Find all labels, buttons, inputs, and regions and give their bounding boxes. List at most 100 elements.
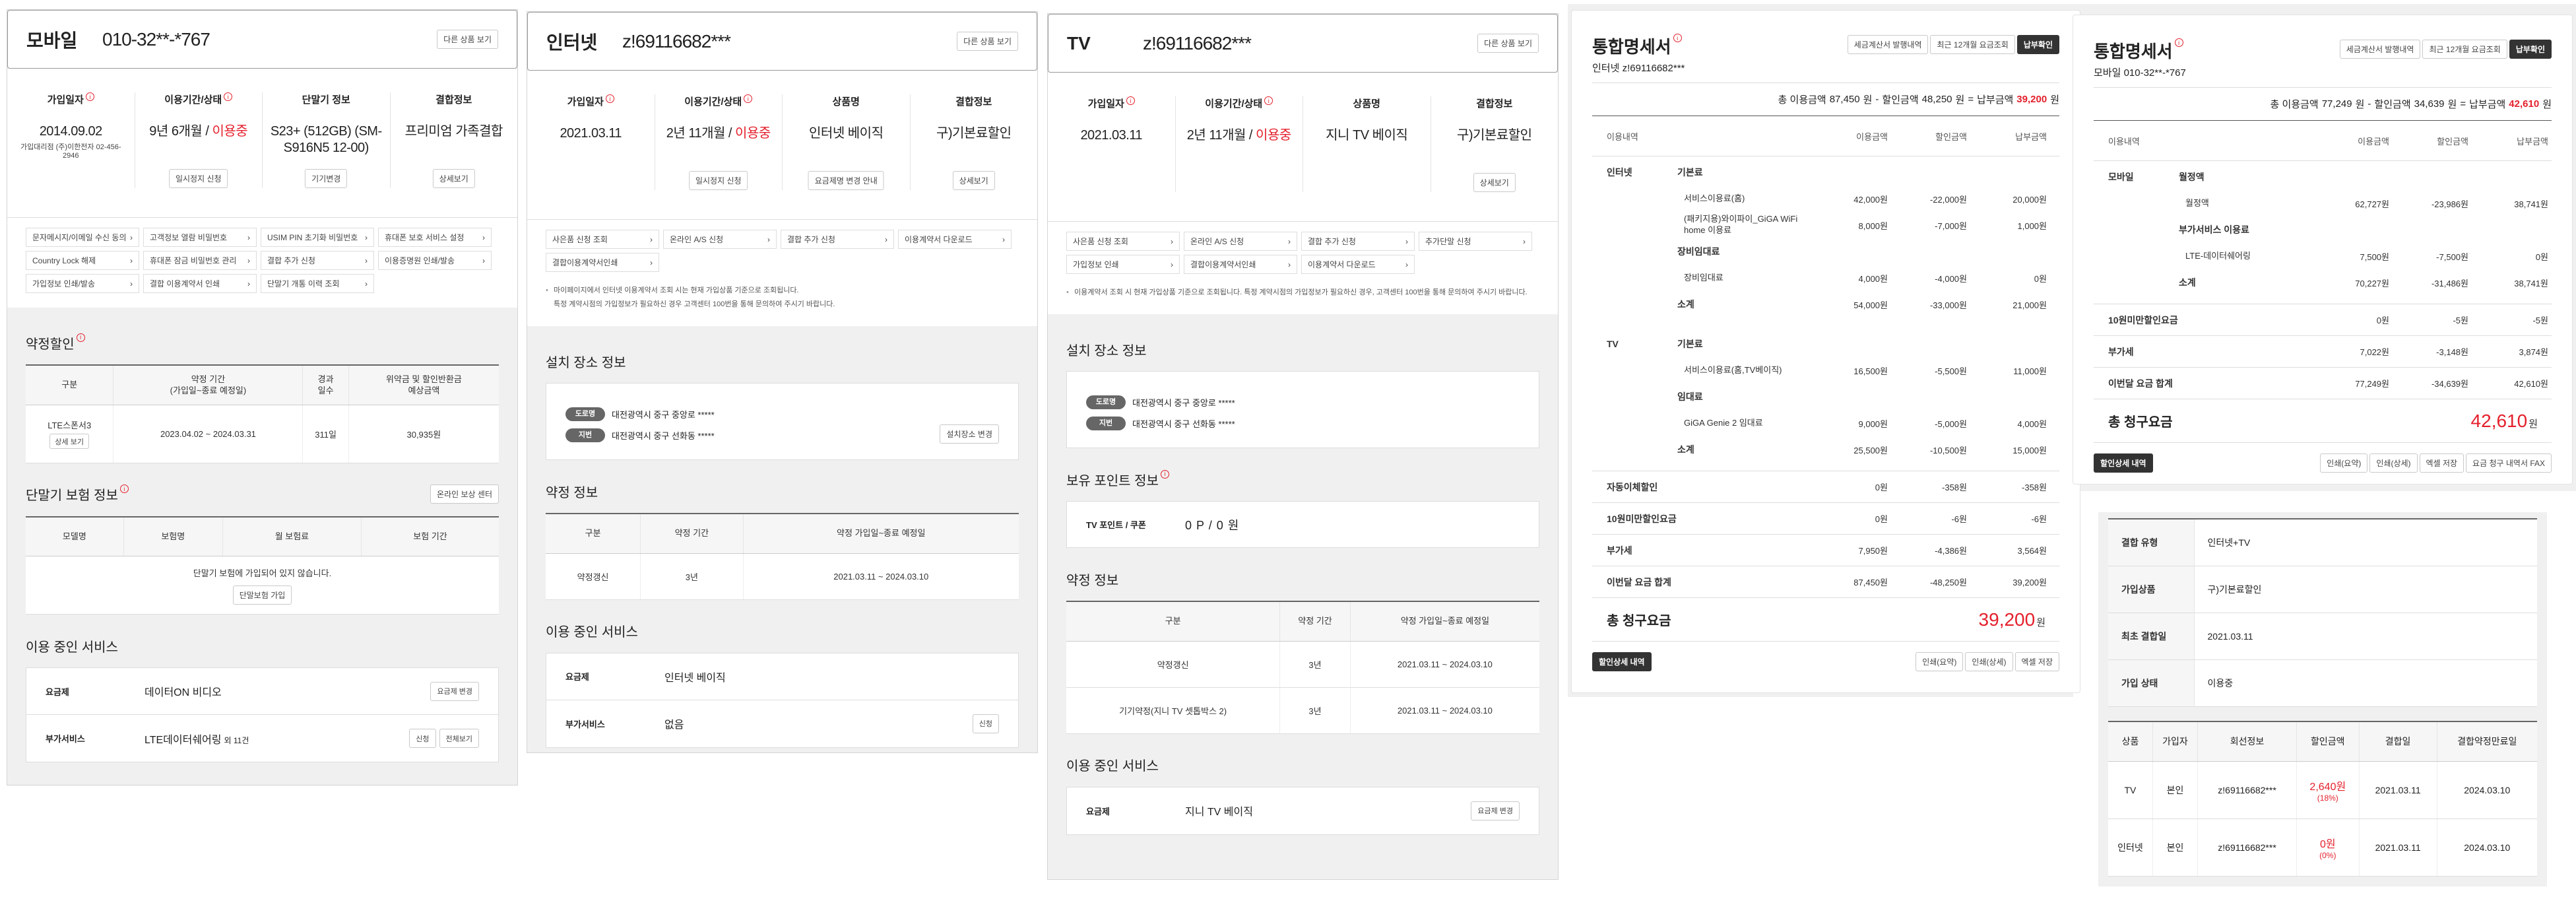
- info-label: 최초 결합일: [2108, 613, 2195, 660]
- info-value-text: 프리미엄 가족결합: [404, 124, 503, 139]
- discount-amount: 0원: [2319, 839, 2336, 850]
- info-icon[interactable]: i: [119, 485, 129, 493]
- info-action-button[interactable]: 요금제명 변경 안내: [808, 171, 884, 190]
- quick-link[interactable]: 가입정보 인쇄 ›: [1066, 255, 1180, 274]
- statement-title-text: 통합명세서: [2094, 42, 2173, 61]
- change-address-button[interactable]: 설치장소 변경: [940, 424, 999, 444]
- quick-link[interactable]: 문자메시지/이메일 수신 동의 ›: [26, 228, 139, 247]
- quick-link[interactable]: USIM PIN 초기화 비밀번호 ›: [261, 228, 374, 247]
- quick-link[interactable]: 결합 이용계약서 인쇄 ›: [143, 274, 257, 293]
- info-action-button[interactable]: 일시정지 신청: [168, 169, 228, 188]
- info-icon[interactable]: i: [1264, 96, 1273, 105]
- service-action-button[interactable]: 신청: [972, 714, 999, 733]
- detail-button[interactable]: 상세 보기: [49, 434, 89, 449]
- footer-action-button[interactable]: 인쇄(요약): [2320, 453, 2368, 473]
- other-product-button[interactable]: 다른 상품 보기: [957, 32, 1018, 51]
- chevron-right-icon: ›: [1171, 259, 1173, 269]
- quick-link[interactable]: 이용계약서 다운로드 ›: [898, 230, 1012, 249]
- section-title-text: 약정할인: [26, 337, 75, 352]
- discount-detail-button[interactable]: 할인상세 내역: [2094, 453, 2153, 473]
- category-label: 장비임대료: [1677, 246, 1720, 257]
- statement-action-button[interactable]: 최근 12개월 요금조회: [1930, 35, 2015, 54]
- footer-action-button[interactable]: 엑셀 저장: [2419, 453, 2464, 473]
- info-label-text: 가입일자: [567, 96, 604, 108]
- footer-action-button[interactable]: 엑셀 저장: [2014, 652, 2059, 671]
- footer-action-button[interactable]: 인쇄(요약): [1916, 652, 1964, 671]
- statement-action-button[interactable]: 납부확인: [2016, 35, 2059, 54]
- other-product-button[interactable]: 다른 상품 보기: [1477, 34, 1539, 53]
- quick-link[interactable]: 이용증명원 인쇄/발송 ›: [378, 251, 492, 270]
- quick-link[interactable]: 온라인 A/S 신청 ›: [1184, 232, 1297, 251]
- statement-action-button[interactable]: 최근 12개월 요금조회: [2422, 40, 2507, 59]
- quick-link[interactable]: 추가단말 신청 ›: [1419, 232, 1532, 251]
- other-product-button[interactable]: 다른 상품 보기: [437, 30, 498, 49]
- pay-amount: -6원: [2031, 514, 2047, 524]
- quick-link[interactable]: 휴대폰 잠금 비밀번호 관리 ›: [143, 251, 257, 270]
- quick-link[interactable]: Country Lock 해제 ›: [26, 251, 139, 270]
- service-value: 인터넷 베이직: [664, 669, 999, 685]
- pay-amount: 11,000원: [2013, 366, 2047, 376]
- footer-action-button[interactable]: 요금 청구 내역서 FAX: [2466, 453, 2552, 473]
- discount-amount: -5원: [2453, 316, 2468, 325]
- table-row: 기기약정(지니 TV 셋톱박스 2) 3년 2021.03.11 ~ 2024.03…: [1066, 687, 1539, 734]
- quick-link[interactable]: 사은품 신청 조회 ›: [546, 230, 659, 249]
- info-icon[interactable]: i: [224, 92, 233, 101]
- info-label: 가입일자 i: [532, 94, 649, 108]
- info-label-text: 단말기 정보: [302, 94, 350, 106]
- info-action-button[interactable]: 기기변경: [305, 169, 348, 188]
- discount-detail-button[interactable]: 할인상세 내역: [1592, 652, 1652, 671]
- info-icon[interactable]: i: [605, 94, 614, 103]
- info-label-text: 상품명: [832, 96, 860, 108]
- info-action-button[interactable]: 상세보기: [952, 171, 995, 190]
- info-icon[interactable]: i: [76, 333, 85, 342]
- footer-action-button[interactable]: 인쇄(상세): [2369, 453, 2418, 473]
- contract-table: 구분 약정 기간 (가입일~종료 예정일) 경과 일수 위약금 및 할인반환금 예상금…: [26, 364, 499, 463]
- use-amount: 25,500원: [1853, 445, 1888, 455]
- summary-row: 부가세 7,022원 -3,148원 3,874원: [2094, 336, 2552, 368]
- quick-link[interactable]: 온라인 A/S 신청 ›: [663, 230, 777, 249]
- service-action-button[interactable]: 전체보기: [439, 729, 479, 748]
- service-action-button[interactable]: 신청: [409, 729, 436, 748]
- total-charge-label: 총 청구요금: [1607, 614, 1671, 628]
- info-icon[interactable]: i: [2174, 38, 2183, 47]
- info-icon[interactable]: i: [1126, 96, 1135, 105]
- service-action-button[interactable]: 요금제 변경: [1471, 801, 1520, 820]
- info-icon[interactable]: i: [1673, 34, 1682, 42]
- info-action-button[interactable]: 일시정지 신청: [688, 171, 748, 190]
- section-title-text: 약정 정보: [1066, 573, 1119, 588]
- info-value: 구)기본료할인: [916, 125, 1033, 142]
- statement-action-button[interactable]: 세금계산서 발행내역: [2339, 40, 2421, 59]
- quick-link[interactable]: 결합 추가 신청 ›: [1301, 232, 1415, 251]
- footer-action-button[interactable]: 인쇄(상세): [1965, 652, 2013, 671]
- quick-link-label: 사은품 신청 조회: [552, 235, 608, 244]
- info-label: 이용기간/상태 i: [1181, 96, 1298, 110]
- info-action-button[interactable]: 상세보기: [1473, 173, 1516, 192]
- info-icon[interactable]: i: [1160, 469, 1169, 479]
- table-cell: 2021.03.11 ~ 2024.03.10: [1350, 687, 1539, 734]
- quick-link[interactable]: 결합이용계약서인쇄 ›: [1184, 255, 1297, 274]
- quick-link-label: 단말기 개통 이력 조회: [267, 279, 340, 288]
- service-action-button[interactable]: 요금제 변경: [430, 681, 479, 701]
- chevron-right-icon: ›: [1405, 259, 1408, 269]
- info-icon[interactable]: i: [744, 94, 753, 103]
- quick-link[interactable]: 휴대폰 보호 서비스 설정 ›: [378, 228, 492, 247]
- service-row: 요금제 지니 TV 베이직 요금제 변경: [1067, 787, 1539, 834]
- quick-link[interactable]: 고객정보 열람 비밀번호 ›: [143, 228, 257, 247]
- quick-link[interactable]: 결합 추가 신청 ›: [261, 251, 374, 270]
- table-cell: 3년: [1279, 687, 1351, 734]
- join-insurance-button[interactable]: 단말보험 가입: [232, 585, 292, 605]
- quick-link[interactable]: 이용계약서 다운로드 ›: [1301, 255, 1415, 274]
- info-action-button[interactable]: 상세보기: [432, 169, 475, 188]
- quick-link[interactable]: 결합이용계약서인쇄 ›: [546, 253, 659, 272]
- quick-link[interactable]: 가입정보 인쇄/발송 ›: [26, 274, 139, 293]
- address-type-badge: 지번: [565, 428, 605, 442]
- info-icon[interactable]: i: [85, 92, 94, 101]
- section-action-button[interactable]: 온라인 보상 센터: [430, 485, 499, 504]
- quick-links: 문자메시지/이메일 수신 동의 › 고객정보 열람 비밀번호 › USIM PIN 초기…: [7, 217, 517, 308]
- quick-link[interactable]: 단말기 개통 이력 조회 ›: [261, 274, 374, 293]
- statement-action-button[interactable]: 납부확인: [2509, 40, 2552, 59]
- info-label-text: 이용기간/상태: [1205, 98, 1263, 110]
- statement-action-button[interactable]: 세금계산서 발행내역: [1847, 35, 1929, 54]
- quick-link[interactable]: 결합 추가 신청 ›: [781, 230, 894, 249]
- quick-link[interactable]: 사은품 신청 조회 ›: [1066, 232, 1180, 251]
